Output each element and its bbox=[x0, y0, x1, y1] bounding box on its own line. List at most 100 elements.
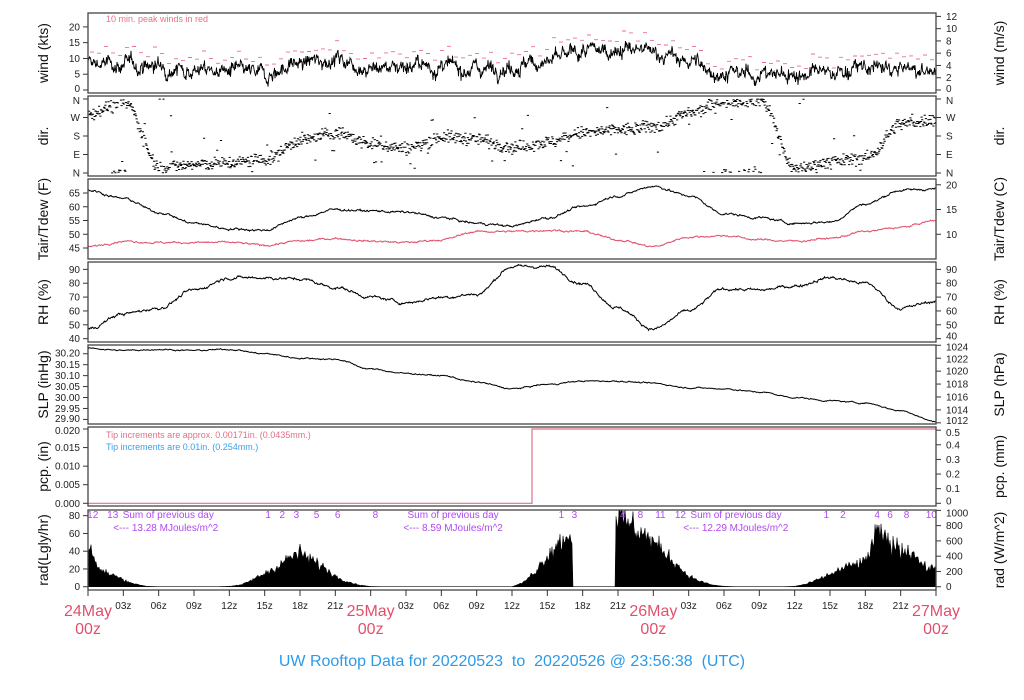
rad-hour-mark: 1 bbox=[559, 510, 565, 521]
temp-right-tick-label: 20 bbox=[946, 180, 958, 191]
rad-left-tick-label: 40 bbox=[69, 547, 81, 558]
pcp-plot-area bbox=[88, 428, 936, 504]
rad-daily-sum-value: <--- 8.59 MJoules/m^2 bbox=[403, 523, 503, 534]
rad-hour-mark: 11 bbox=[655, 510, 666, 521]
temp-panel: 45 50 55 60 65 10 15 20 Tair/Tdew (F) Tair/Tdew (… bbox=[35, 177, 1007, 261]
wind-left-tick-label: 5 bbox=[74, 70, 80, 81]
rad-hour-mark: 6 bbox=[887, 510, 893, 521]
slp-left-tick-label: 30.05 bbox=[55, 382, 80, 393]
pcp-tip-note: Tip increments are 0.01in. (0.254mm.) bbox=[106, 442, 258, 452]
rad-right-tick-label: 0 bbox=[946, 582, 952, 593]
peak-wind-marks bbox=[90, 30, 934, 71]
dir-left-tick-label: W bbox=[71, 113, 81, 124]
temp-right-tick-label: 10 bbox=[946, 230, 958, 241]
temp-left-tick-label: 65 bbox=[69, 189, 81, 200]
rad-hour-mark: 3 bbox=[572, 510, 578, 521]
rad-daily-sum-value: <--- 13.28 MJoules/m^2 bbox=[113, 523, 218, 534]
date-label: 26May bbox=[629, 603, 677, 620]
rad-plot-area bbox=[88, 510, 936, 587]
pcp-right-tick-label: 0.5 bbox=[946, 428, 960, 439]
slp-left-tick-label: 30.15 bbox=[55, 360, 80, 371]
rad-right-tick-label: 800 bbox=[946, 521, 963, 532]
time-tick-label: 06z bbox=[433, 601, 449, 612]
rh-plot-area bbox=[88, 263, 936, 332]
time-tick-label: 21z bbox=[610, 601, 626, 612]
wind-right-tick-label: 4 bbox=[946, 61, 952, 72]
temp-series-tdew bbox=[88, 219, 936, 248]
date-hour-label: 00z bbox=[923, 621, 949, 638]
dir-right-axis-label: dir. bbox=[991, 127, 1007, 146]
rh-left-tick-label: 70 bbox=[69, 293, 81, 304]
wind-plot-area bbox=[88, 30, 936, 87]
rad-left-tick-label: 0 bbox=[74, 582, 80, 593]
slp-right-tick-label: 1016 bbox=[946, 392, 969, 403]
rh-series-rh bbox=[88, 263, 936, 332]
rh-left-tick-label: 80 bbox=[69, 279, 81, 290]
rh-right-axis-label: RH (%) bbox=[991, 279, 1007, 325]
date-hour-label: 00z bbox=[358, 621, 384, 638]
time-tick-label: 03z bbox=[115, 601, 131, 612]
wind-right-axis-label: wind (m/s) bbox=[991, 21, 1007, 87]
wind-right-tick-label: 6 bbox=[946, 49, 952, 60]
time-tick-label: 09z bbox=[186, 601, 202, 612]
time-tick-label: 15z bbox=[822, 601, 838, 612]
rad-left-tick-label: 60 bbox=[69, 529, 81, 540]
slp-panel: 29.9029.9530.0030.0530.1030.1530.2010121… bbox=[35, 343, 1007, 427]
temp-right-tick-label: 15 bbox=[946, 205, 958, 216]
time-tick-label: 15z bbox=[257, 601, 273, 612]
rh-right-tick-label: 90 bbox=[946, 265, 958, 276]
rad-hour-mark: 13 bbox=[107, 510, 119, 521]
date-label: 27May bbox=[912, 603, 960, 620]
pcp-frame bbox=[87, 426, 937, 507]
dir-right-tick-label: E bbox=[946, 150, 953, 161]
date-label: 24May bbox=[64, 603, 112, 620]
dir-left-tick-label: E bbox=[73, 150, 80, 161]
temp-left-tick-label: 55 bbox=[69, 216, 81, 227]
time-tick-label: 21z bbox=[893, 601, 909, 612]
pcp-left-tick-label: 0.000 bbox=[55, 499, 80, 510]
wind-direction-points bbox=[88, 98, 936, 174]
time-tick-label: 03z bbox=[398, 601, 414, 612]
time-tick-label: 12z bbox=[787, 601, 803, 612]
rad-hour-mark: 3 bbox=[294, 510, 300, 521]
rh-right-tick-label: 80 bbox=[946, 279, 958, 290]
time-tick-label: 12z bbox=[221, 601, 237, 612]
date-hour-label: 00z bbox=[75, 621, 101, 638]
rad-hour-mark: 10 bbox=[926, 510, 938, 521]
temp-plot-area bbox=[88, 185, 936, 248]
time-tick-label: 09z bbox=[469, 601, 485, 612]
slp-series-slp bbox=[88, 347, 936, 423]
time-tick-label: 21z bbox=[327, 601, 343, 612]
time-tick-label: 06z bbox=[716, 601, 732, 612]
dir-frame bbox=[87, 95, 937, 177]
slp-right-tick-label: 1018 bbox=[946, 380, 969, 391]
dir-right-tick-label: S bbox=[946, 132, 953, 143]
precipitation-line bbox=[88, 428, 936, 504]
time-tick-label: 15z bbox=[539, 601, 555, 612]
rad-hour-mark: 1 bbox=[265, 510, 271, 521]
pcp-right-tick-label: 0.2 bbox=[946, 470, 960, 481]
pcp-left-tick-label: 0.015 bbox=[55, 443, 80, 454]
wind-series-wind-speed bbox=[88, 40, 936, 87]
wind-frame bbox=[87, 12, 937, 94]
date-hour-label: 00z bbox=[640, 621, 666, 638]
temp-left-tick-label: 50 bbox=[69, 230, 81, 241]
rh-left-axis-label: RH (%) bbox=[35, 279, 51, 325]
rad-hour-mark: 4 bbox=[620, 510, 626, 521]
slp-left-tick-label: 30.10 bbox=[55, 371, 80, 382]
wind-right-tick-label: 0 bbox=[946, 84, 952, 95]
pcp-tip-note: Tip increments are approx. 0.00171in. (0… bbox=[106, 430, 311, 440]
temp-right-axis-label: Tair/Tdew (C) bbox=[991, 177, 1007, 261]
rad-hour-mark: 2 bbox=[280, 510, 286, 521]
rh-left-tick-label: 90 bbox=[69, 265, 81, 276]
rad-right-tick-label: 1000 bbox=[946, 508, 969, 519]
temp-series-tair bbox=[88, 185, 936, 232]
rad-daily-sum-title: Sum of previous day bbox=[123, 510, 214, 521]
wind-right-tick-label: 10 bbox=[946, 24, 958, 35]
rh-frame bbox=[87, 261, 937, 343]
rad-hour-mark: 12 bbox=[87, 510, 99, 521]
rad-left-tick-label: 20 bbox=[69, 564, 81, 575]
rad-hour-mark: 1 bbox=[824, 510, 830, 521]
dir-left-axis-label: dir. bbox=[35, 127, 51, 146]
